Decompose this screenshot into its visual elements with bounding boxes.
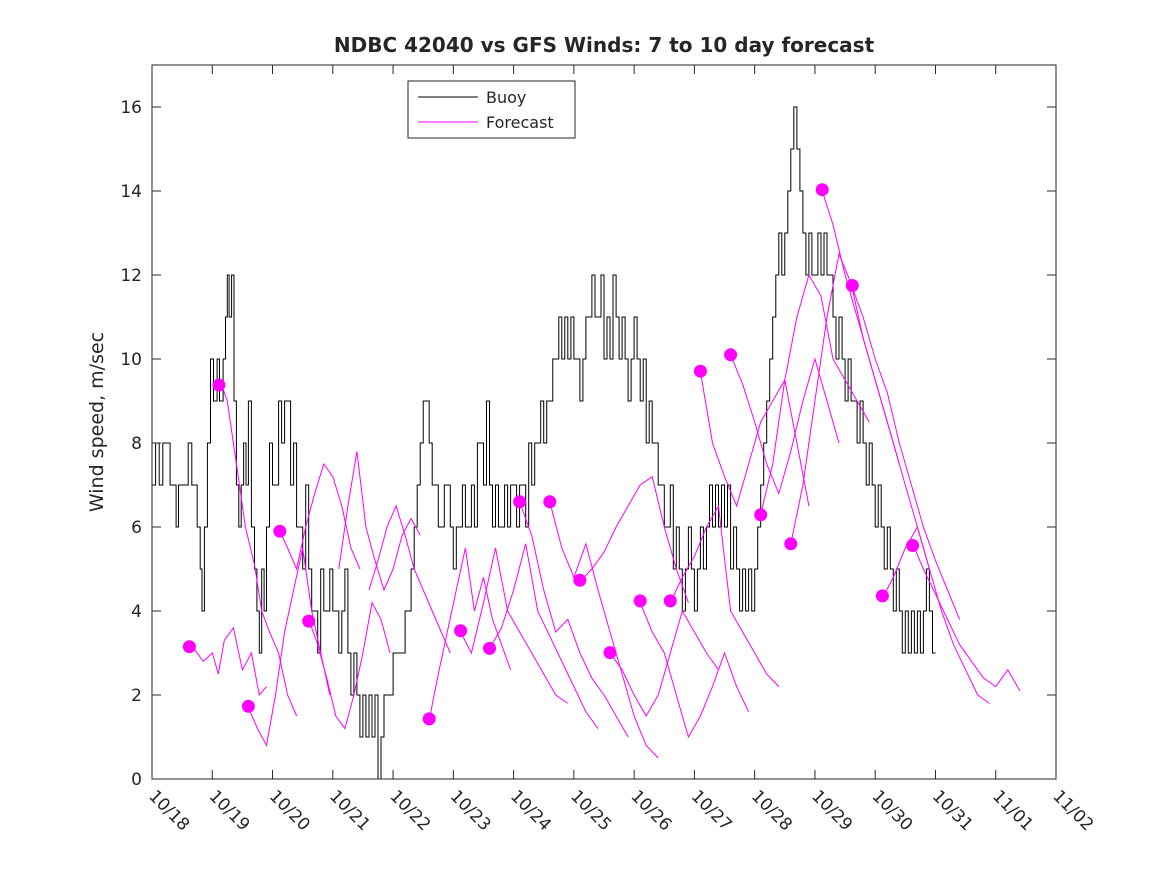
- forecast-line-11: [519, 501, 629, 738]
- y-tick-label: 0: [131, 770, 142, 790]
- y-tick-label: 14: [120, 182, 142, 202]
- forecast-start-marker-13: [633, 594, 647, 608]
- legend-box: [407, 80, 576, 139]
- forecast-line-13: [579, 475, 689, 603]
- forecast-series-group: [193, 190, 1021, 759]
- y-tick-label: 2: [131, 686, 142, 706]
- forecast-start-marker-20: [845, 279, 859, 292]
- forecast-start-marker-14: [663, 594, 677, 608]
- legend: Buoy Forecast: [407, 80, 576, 139]
- forecast-start-markers: [182, 183, 920, 726]
- forecast-line-23: [881, 525, 990, 704]
- plot-area: [152, 65, 1056, 779]
- forecast-line-2: [220, 384, 298, 717]
- y-tick-label: 10: [120, 350, 142, 370]
- forecast-start-marker-7: [454, 624, 468, 638]
- forecast-line-17: [699, 371, 810, 508]
- y-tick-label: 8: [131, 434, 142, 454]
- forecast-line-24: [912, 543, 1021, 692]
- y-axis: 0 2 4 6 8 10 12 14 16: [120, 98, 1056, 790]
- y-tick-label: 16: [120, 98, 142, 118]
- forecast-line-21: [821, 190, 930, 570]
- forecast-start-marker-21: [875, 589, 889, 603]
- y-axis-label: Wind speed, m/sec: [86, 332, 108, 512]
- y-tick-label: 4: [131, 602, 142, 622]
- forecast-start-marker-11: [573, 573, 587, 587]
- forecast-start-marker-18: [784, 537, 798, 551]
- buoy-series: [152, 106, 936, 780]
- forecast-line-8: [428, 547, 512, 721]
- buoy-line: [152, 106, 936, 780]
- forecast-line-22: [851, 287, 961, 620]
- forecast-line-15: [639, 602, 750, 739]
- forecast-line-10: [489, 543, 599, 729]
- plot-background: [152, 65, 1056, 779]
- forecast-start-marker-4: [273, 524, 287, 538]
- forecast-start-marker-6: [422, 712, 436, 726]
- forecast-line-7: [368, 504, 451, 654]
- forecast-line-1: [193, 626, 267, 697]
- forecast-start-marker-12: [603, 646, 617, 660]
- forecast-line-5: [308, 601, 391, 730]
- forecast-line-3: [247, 547, 331, 747]
- legend-forecast-label: Forecast: [486, 113, 554, 132]
- axes-box: [151, 64, 1057, 780]
- forecast-start-marker-8: [483, 641, 496, 655]
- forecast-start-marker-10: [543, 495, 557, 509]
- forecast-start-marker-16: [724, 348, 738, 362]
- chart-title: NDBC 42040 vs GFS Winds: 7 to 10 day for…: [334, 33, 875, 57]
- forecast-line-4: [279, 462, 361, 571]
- forecast-start-marker-5: [302, 614, 316, 628]
- forecast-line-9: [460, 547, 569, 704]
- forecast-line-16: [669, 504, 780, 687]
- forecast-start-marker-15: [693, 364, 707, 378]
- forecast-start-marker-22: [906, 539, 920, 552]
- forecast-start-marker-9: [513, 495, 527, 509]
- forecast-start-marker-17: [754, 508, 768, 522]
- forecast-start-marker-19: [815, 183, 829, 197]
- forecast-start-marker-3: [241, 699, 255, 713]
- y-tick-label: 12: [120, 266, 142, 286]
- forecast-line-6: [338, 451, 421, 592]
- forecast-start-marker-1: [182, 640, 196, 654]
- forecast-line-14: [609, 609, 719, 718]
- legend-buoy-label: Buoy: [486, 88, 526, 107]
- forecast-line-18: [730, 354, 840, 495]
- forecast-start-marker-2: [212, 378, 226, 392]
- forecast-line-12: [549, 501, 659, 759]
- y-tick-label: 6: [131, 518, 142, 538]
- forecast-line-19: [760, 273, 870, 515]
